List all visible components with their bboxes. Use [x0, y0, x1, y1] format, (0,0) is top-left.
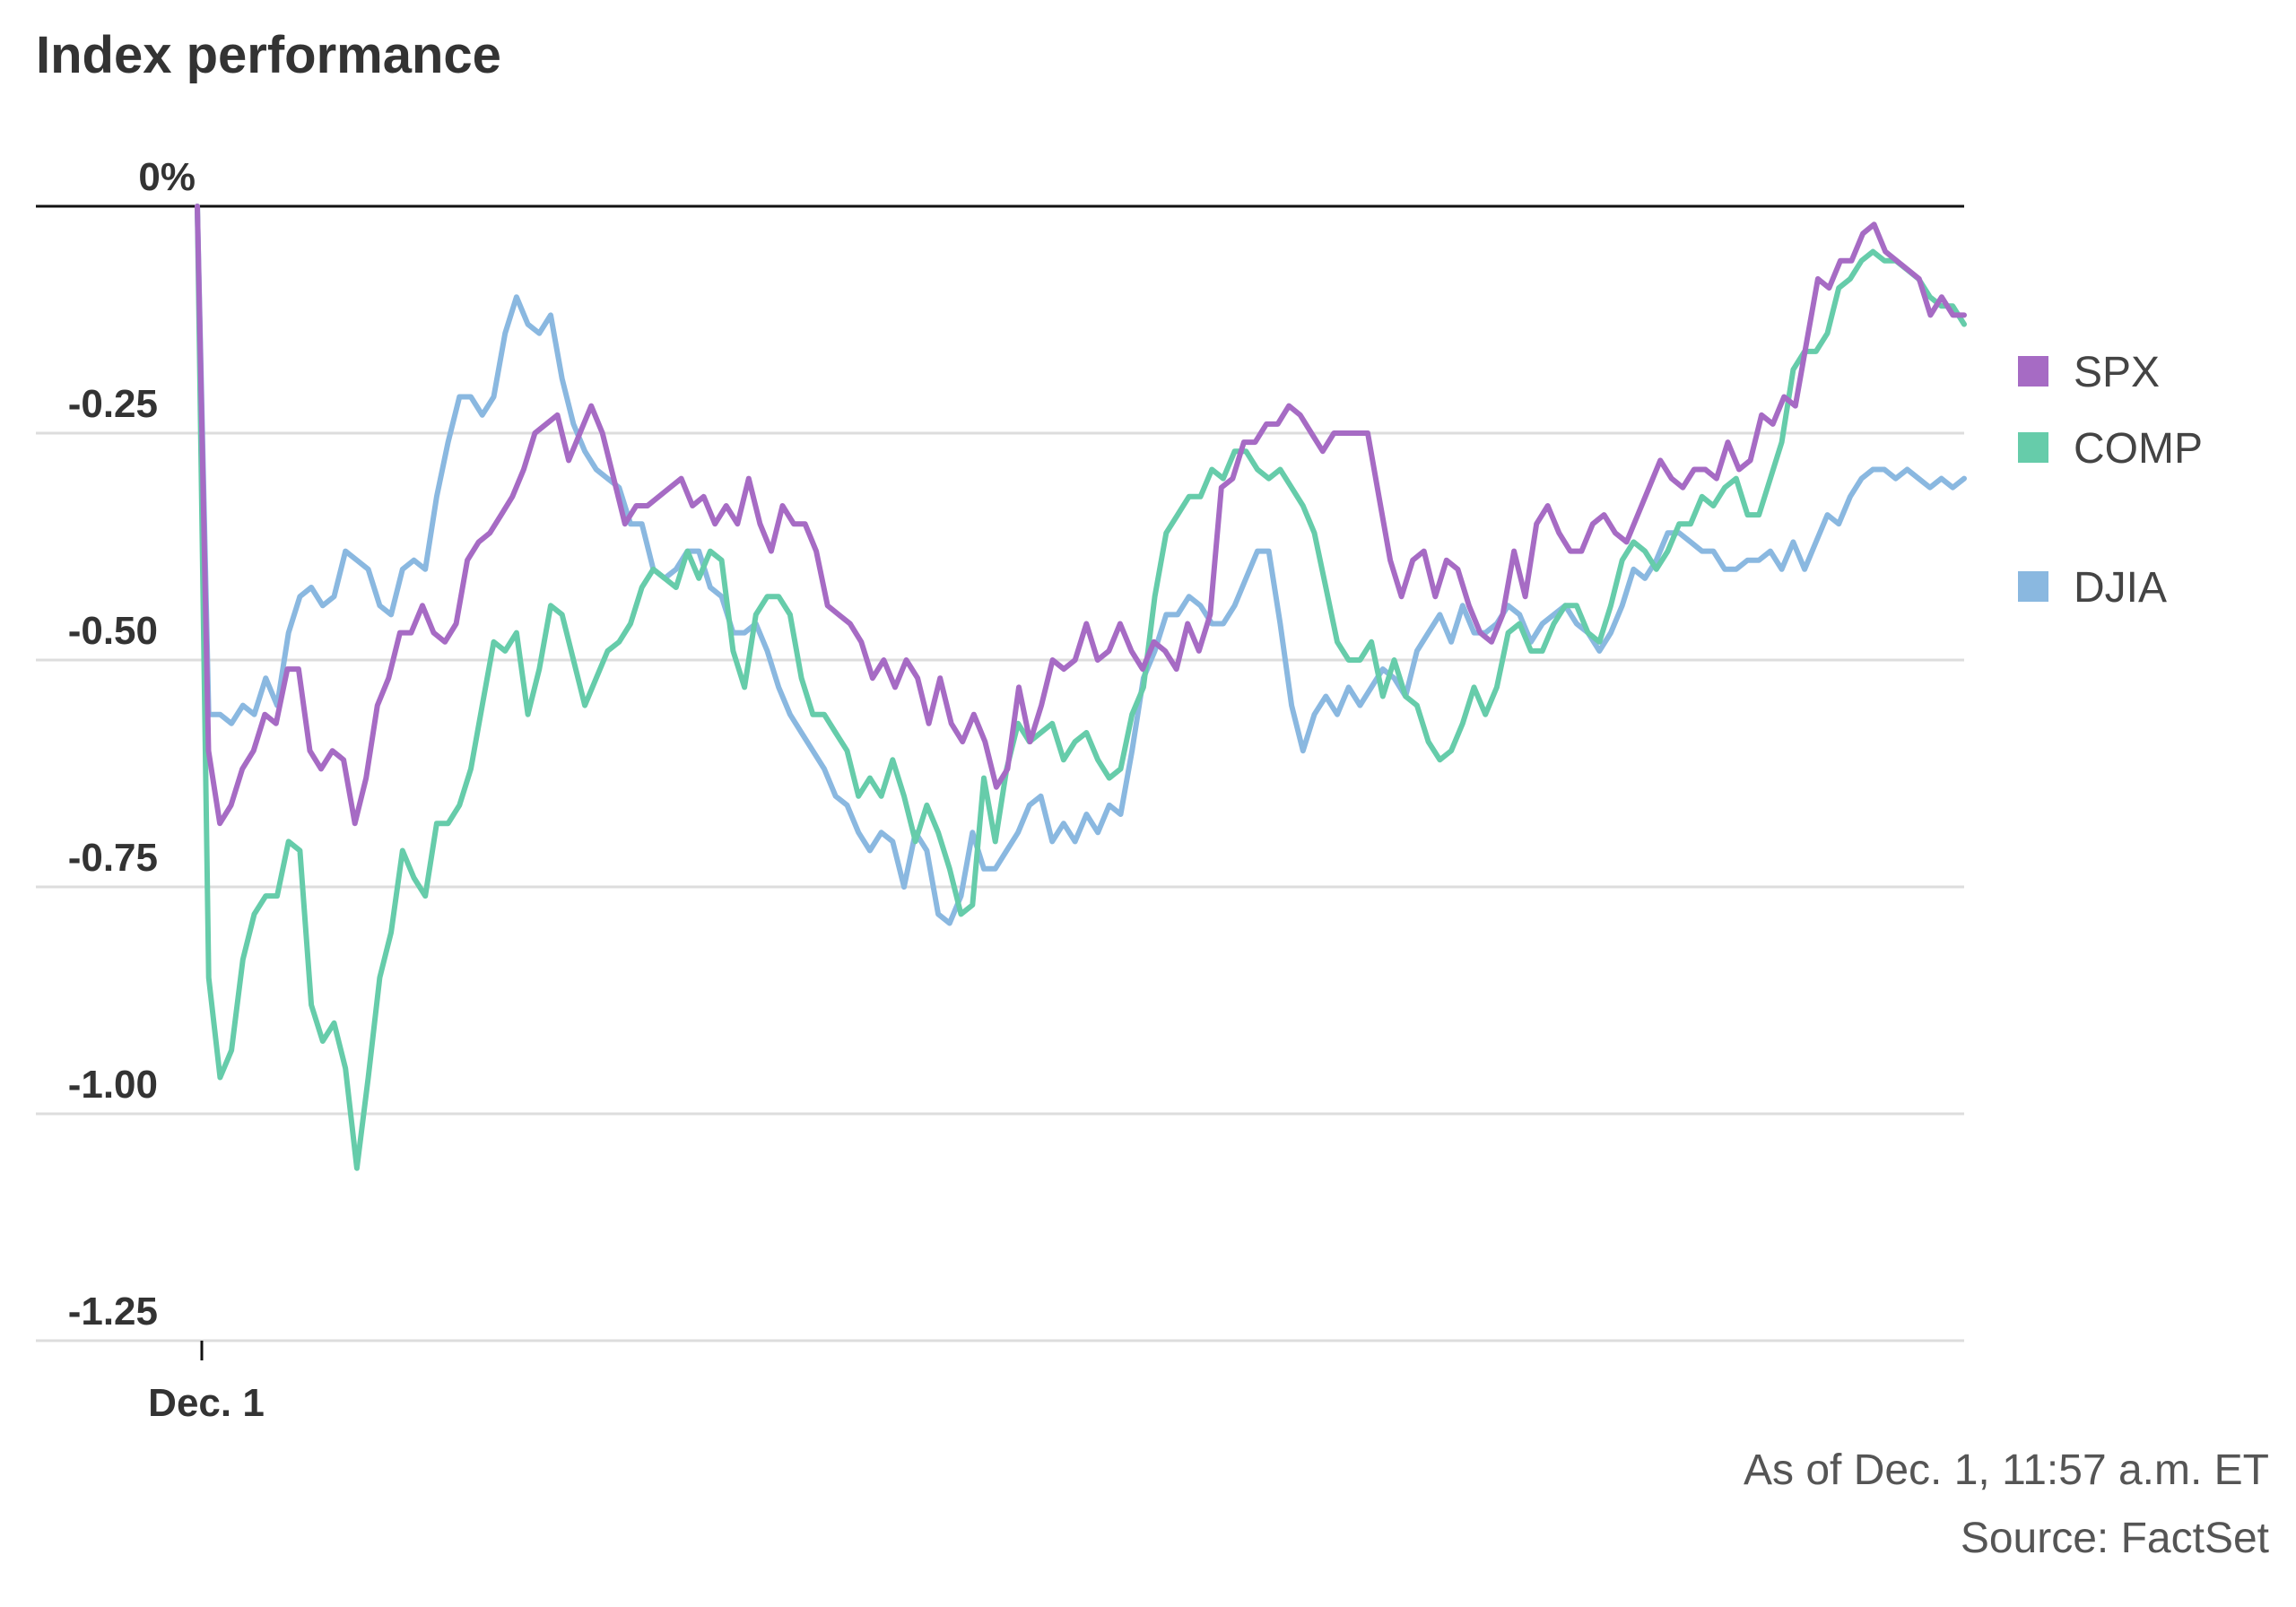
legend-swatch-comp: [2018, 432, 2048, 463]
series-lines: [195, 204, 1967, 1171]
legend: SPX COMP DJIA: [2018, 349, 2203, 612]
chart-title: Index performance: [36, 26, 501, 84]
series-line-djia: [195, 204, 1967, 926]
series-line-spx: [195, 204, 1967, 827]
source-note: Source: FactSet: [1960, 1515, 2269, 1562]
y-tick-label: -0.50: [68, 609, 158, 653]
chart-footer: As of Dec. 1, 11:57 a.m. ET Source: Fact…: [1744, 1437, 2269, 1573]
as-of-note: As of Dec. 1, 11:57 a.m. ET: [1743, 1446, 2269, 1494]
y-tick-label: 0%: [138, 155, 196, 199]
y-tick-label: -0.25: [68, 382, 158, 426]
legend-label-spx: SPX: [2074, 349, 2160, 396]
gridlines: [36, 204, 1964, 1342]
legend-swatch-djia: [2018, 571, 2048, 602]
y-tick-label: -0.75: [68, 836, 158, 880]
y-axis-ticks: 0% -0.25 -0.50 -0.75 -1.00 -1.25: [68, 155, 196, 1333]
line-chart: 0% -0.25 -0.50 -0.75 -1.00 -1.25 Dec. 1 SPX CO…: [36, 155, 2203, 1425]
x-axis: Dec. 1: [148, 1341, 265, 1425]
y-tick-label: -1.25: [68, 1290, 158, 1333]
legend-label-djia: DJIA: [2074, 564, 2167, 612]
series-line-comp: [195, 204, 1967, 1171]
legend-swatch-spx: [2018, 356, 2048, 387]
x-tick-label: Dec. 1: [148, 1381, 265, 1425]
y-tick-label: -1.00: [68, 1063, 158, 1107]
legend-label-comp: COMP: [2074, 425, 2203, 473]
